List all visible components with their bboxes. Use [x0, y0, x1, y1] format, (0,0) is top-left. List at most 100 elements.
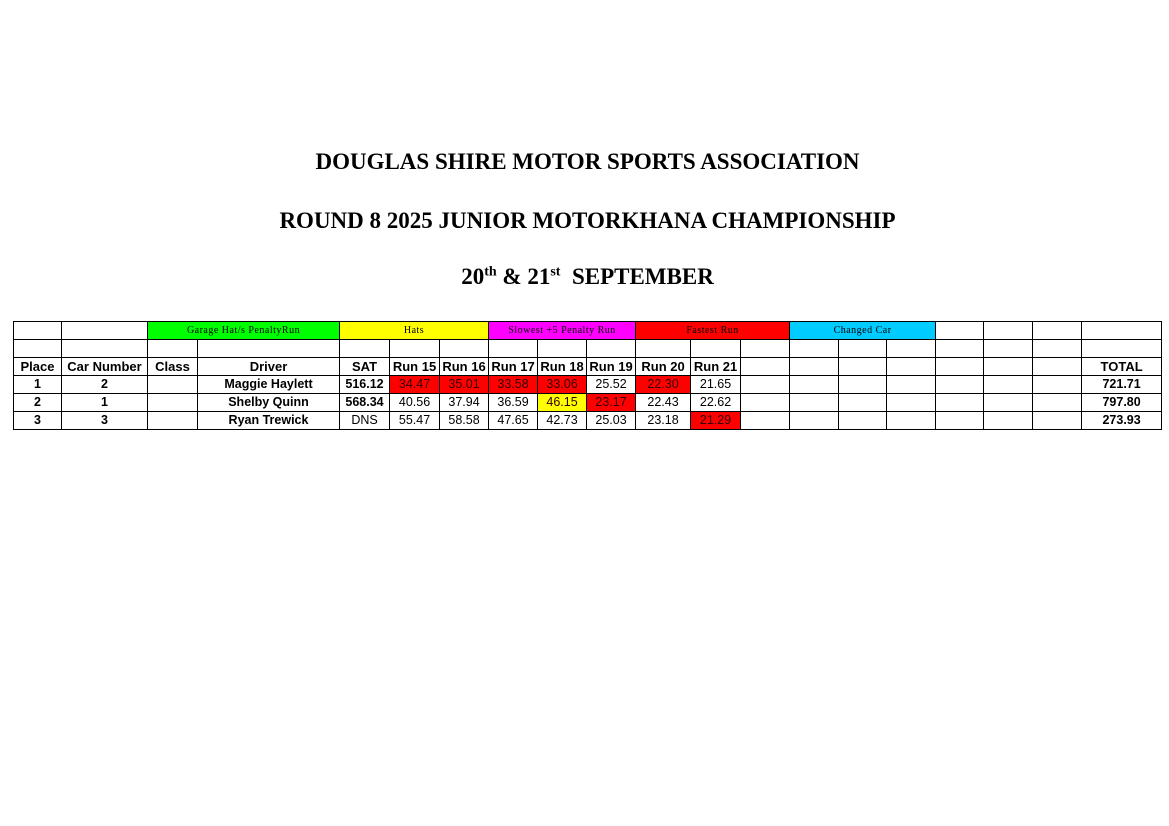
- run-time-cell: 55.47: [389, 411, 441, 430]
- empty-cell: [1032, 393, 1083, 412]
- run-time-cell: 34.47: [389, 375, 441, 394]
- table-row: 2 1 Shelby Quinn 568.34 40.56 37.94 36.59 46.15…: [13, 393, 1163, 412]
- empty-cell: [789, 393, 840, 412]
- empty-cell: [147, 339, 198, 358]
- legend-item: Slowest +5 Penalty Run: [488, 321, 637, 340]
- driver-cell: Shelby Quinn: [196, 393, 341, 412]
- sat-cell: 516.12: [339, 375, 391, 394]
- run-time-cell: 25.03: [586, 411, 637, 430]
- empty-cell: [983, 321, 1034, 340]
- column-header: [838, 357, 888, 376]
- place-cell: 1: [13, 375, 62, 394]
- empty-cell: [983, 375, 1034, 394]
- empty-cell: [935, 375, 985, 394]
- empty-cell: [740, 411, 791, 430]
- car-number-cell: 1: [61, 393, 148, 412]
- empty-cell: [886, 411, 937, 430]
- empty-cell: [740, 339, 791, 358]
- date-month: SEPTEMBER: [560, 264, 714, 289]
- legend-row: Garage Hat/s PenaltyRun Hats Slowest +5 Pe…: [13, 321, 1163, 340]
- spacer-row: [13, 339, 1163, 358]
- column-header: Place: [13, 357, 62, 376]
- column-header: Run 21: [690, 357, 742, 376]
- date-amp: &: [496, 264, 528, 289]
- run-time-cell: 21.29: [690, 411, 742, 430]
- run-time-cell: 47.65: [488, 411, 539, 430]
- column-header: Run 17: [488, 357, 539, 376]
- column-header: [935, 357, 985, 376]
- empty-cell: [886, 339, 937, 358]
- empty-cell: [1032, 375, 1083, 394]
- column-header: [983, 357, 1034, 376]
- empty-cell: [886, 375, 937, 394]
- class-cell: [147, 375, 198, 394]
- empty-cell: [983, 393, 1034, 412]
- total-cell: 797.80: [1081, 393, 1163, 412]
- empty-cell: [789, 339, 840, 358]
- total-cell: 273.93: [1081, 411, 1163, 430]
- empty-cell: [488, 339, 539, 358]
- car-number-cell: 3: [61, 411, 148, 430]
- empty-cell: [935, 321, 985, 340]
- run-time-cell: 23.17: [586, 393, 637, 412]
- legend-item: Fastest Run: [635, 321, 791, 340]
- run-time-cell: 23.18: [635, 411, 692, 430]
- run-time-cell: 33.58: [488, 375, 539, 394]
- run-time-cell: 46.15: [537, 393, 588, 412]
- column-header: Run 18: [537, 357, 588, 376]
- column-header: Run 16: [439, 357, 490, 376]
- empty-cell: [838, 393, 888, 412]
- empty-cell: [789, 411, 840, 430]
- column-header: SAT: [339, 357, 391, 376]
- table-row: 3 3 Ryan Trewick DNS 55.47 58.58 47.65 42.73 25.…: [13, 411, 1163, 430]
- empty-cell: [537, 339, 588, 358]
- legend-item: Changed Car: [789, 321, 937, 340]
- run-time-cell: 22.43: [635, 393, 692, 412]
- column-header: Run 15: [389, 357, 441, 376]
- date-day2: 21: [527, 264, 551, 289]
- empty-cell: [586, 339, 637, 358]
- legend-item: Hats: [339, 321, 490, 340]
- sat-cell: DNS: [339, 411, 391, 430]
- empty-cell: [690, 339, 742, 358]
- run-time-cell: 36.59: [488, 393, 539, 412]
- column-header: Car Number: [61, 357, 148, 376]
- empty-cell: [635, 339, 692, 358]
- column-header: [1032, 357, 1083, 376]
- empty-cell: [13, 321, 62, 340]
- empty-cell: [935, 393, 985, 412]
- empty-cell: [935, 411, 985, 430]
- run-time-cell: 22.62: [690, 393, 742, 412]
- empty-cell: [1032, 321, 1083, 340]
- run-time-cell: 25.52: [586, 375, 637, 394]
- results-table: Garage Hat/s PenaltyRun Hats Slowest +5 Pe…: [13, 321, 1163, 430]
- place-cell: 2: [13, 393, 62, 412]
- run-time-cell: 22.30: [635, 375, 692, 394]
- empty-cell: [389, 339, 441, 358]
- run-time-cell: 37.94: [439, 393, 490, 412]
- empty-cell: [61, 321, 148, 340]
- run-time-cell: 40.56: [389, 393, 441, 412]
- page-subtitle: ROUND 8 2025 JUNIOR MOTORKHANA CHAMPIONS…: [279, 208, 896, 233]
- empty-cell: [886, 393, 937, 412]
- column-header: Run 20: [635, 357, 692, 376]
- column-header: TOTAL: [1081, 357, 1163, 376]
- empty-cell: [339, 339, 391, 358]
- run-time-cell: 42.73: [537, 411, 588, 430]
- column-header: Class: [147, 357, 198, 376]
- empty-cell: [1032, 339, 1083, 358]
- empty-cell: [1081, 339, 1163, 358]
- table-row: 1 2 Maggie Haylett 516.12 34.47 35.01 33.58 33.…: [13, 375, 1163, 394]
- driver-cell: Ryan Trewick: [196, 411, 341, 430]
- date-day1: 20: [461, 264, 485, 289]
- driver-cell: Maggie Haylett: [196, 375, 341, 394]
- car-number-cell: 2: [61, 375, 148, 394]
- empty-cell: [1081, 321, 1163, 340]
- empty-cell: [983, 339, 1034, 358]
- column-header: Run 19: [586, 357, 637, 376]
- date-sup1: th: [484, 264, 497, 280]
- column-header: [740, 357, 791, 376]
- empty-cell: [838, 411, 888, 430]
- legend-item: Garage Hat/s PenaltyRun: [146, 321, 341, 340]
- header-row: Place Car Number Class Driver SAT Run 15 Run 1…: [13, 357, 1163, 376]
